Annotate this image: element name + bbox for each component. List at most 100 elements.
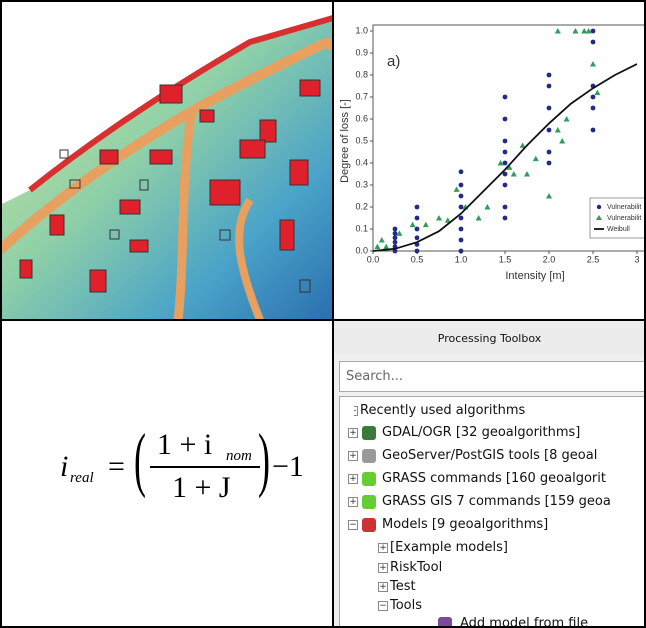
tree-item[interactable]: GRASS commands [160 geoalgorit [382, 471, 606, 486]
point [524, 171, 530, 177]
point [564, 116, 570, 122]
tree-item[interactable]: Models [9 geoalgorithms] [382, 517, 548, 532]
point [393, 227, 398, 232]
toolbox-title: Processing Toolbox [333, 322, 646, 355]
point [503, 95, 508, 100]
point [393, 231, 398, 236]
icon [362, 426, 376, 440]
formula-denominator: 1 + J [172, 471, 231, 505]
x-tick-label: 2.0 [543, 254, 556, 264]
formula-tail: −1 [272, 450, 304, 484]
expander[interactable]: − [378, 601, 388, 611]
icon [362, 449, 376, 463]
expander[interactable]: + [378, 543, 388, 553]
tree-item[interactable]: Tools [390, 598, 422, 613]
tree-item[interactable]: Test [390, 579, 416, 594]
toolbox: Processing Toolbox Search... +Recently u… [333, 320, 646, 628]
scatter-chart: a) Intensity [m] Degree of loss [-] 0.00… [339, 25, 646, 282]
x-tick-label: 1.5 [499, 254, 512, 264]
point [503, 150, 508, 155]
point [555, 28, 561, 34]
point [547, 128, 552, 133]
expander[interactable]: + [378, 582, 388, 592]
point [415, 205, 420, 210]
tree-item[interactable]: RiskTool [390, 560, 442, 575]
x-axis-label: Intensity [m] [505, 270, 564, 282]
point [459, 183, 464, 188]
formula-numerator-sub: nom [226, 448, 252, 465]
point [511, 171, 517, 177]
fraction-bar [150, 466, 260, 468]
point [594, 90, 600, 96]
divider [332, 0, 334, 628]
x-tick-label: 0.0 [367, 254, 380, 264]
point [555, 127, 561, 133]
y-tick-label: 0.6 [355, 113, 368, 123]
point [546, 193, 552, 199]
expander[interactable]: + [348, 451, 358, 461]
point [459, 249, 464, 254]
point [591, 128, 596, 133]
expander[interactable]: − [348, 520, 358, 530]
point [503, 161, 508, 166]
point [415, 227, 420, 232]
tree-item[interactable]: Recently used algorithms [360, 403, 525, 418]
y-tick-label: 0.5 [355, 135, 368, 145]
search-box[interactable]: Search... [339, 361, 646, 392]
point [459, 238, 464, 243]
x-tick-label: 3 [634, 254, 639, 264]
tree-item[interactable]: Add model from file [460, 616, 588, 628]
point [547, 150, 552, 155]
formula-panel: i real = ( 1 + i nom 1 + J ) −1 [0, 320, 333, 628]
point [415, 249, 420, 254]
point [484, 204, 490, 210]
point [533, 156, 539, 162]
expander[interactable]: + [348, 497, 358, 507]
y-axis-label: Degree of loss [-] [339, 99, 351, 183]
point [476, 215, 482, 221]
point [591, 106, 596, 111]
y-tick-label: 1.0 [355, 25, 368, 35]
expander[interactable]: + [378, 563, 388, 573]
y-tick-label: 0.4 [355, 157, 368, 167]
y-tick-label: 0.1 [355, 223, 368, 233]
formula-lhs-sub: real [70, 470, 94, 487]
formula-equals: = [108, 450, 125, 484]
point [503, 216, 508, 221]
point [591, 29, 596, 34]
paren: ) [258, 418, 270, 501]
point [410, 222, 416, 228]
legend-label: Vulnerabilit [607, 215, 641, 222]
point [547, 106, 552, 111]
point [591, 40, 596, 45]
point [572, 28, 578, 34]
y-tick-label: 0.3 [355, 179, 368, 189]
point [393, 235, 398, 240]
point [454, 186, 460, 192]
tree-item[interactable]: GRASS GIS 7 commands [159 geoa [382, 494, 611, 509]
tree-item[interactable]: [Example models] [390, 540, 508, 555]
legend-label: Vulnerabilit [607, 204, 641, 211]
tree-item[interactable]: GeoServer/PostGIS tools [8 geoal [382, 448, 597, 463]
paren: ( [134, 418, 146, 501]
point [423, 222, 429, 228]
y-tick-label: 0.9 [355, 47, 368, 57]
x-tick-label: 2.5 [587, 254, 600, 264]
icon [340, 404, 354, 418]
legend-label: Weibull [607, 226, 630, 233]
y-tick-label: 0.7 [355, 91, 368, 101]
tree-item[interactable]: GDAL/OGR [32 geoalgorithms] [382, 425, 580, 440]
formula-lhs: i [60, 450, 68, 484]
collage: a) Intensity [m] Degree of loss [-] 0.00… [0, 0, 646, 628]
point [503, 139, 508, 144]
expander[interactable]: + [348, 474, 358, 484]
point [547, 161, 552, 166]
point [374, 244, 380, 250]
point [503, 183, 508, 188]
point [459, 227, 464, 232]
expander[interactable]: + [348, 428, 358, 438]
formula-numerator: 1 + i [157, 428, 212, 462]
icon [362, 518, 376, 532]
map [0, 0, 333, 320]
x-tick-label: 1.0 [455, 254, 468, 264]
